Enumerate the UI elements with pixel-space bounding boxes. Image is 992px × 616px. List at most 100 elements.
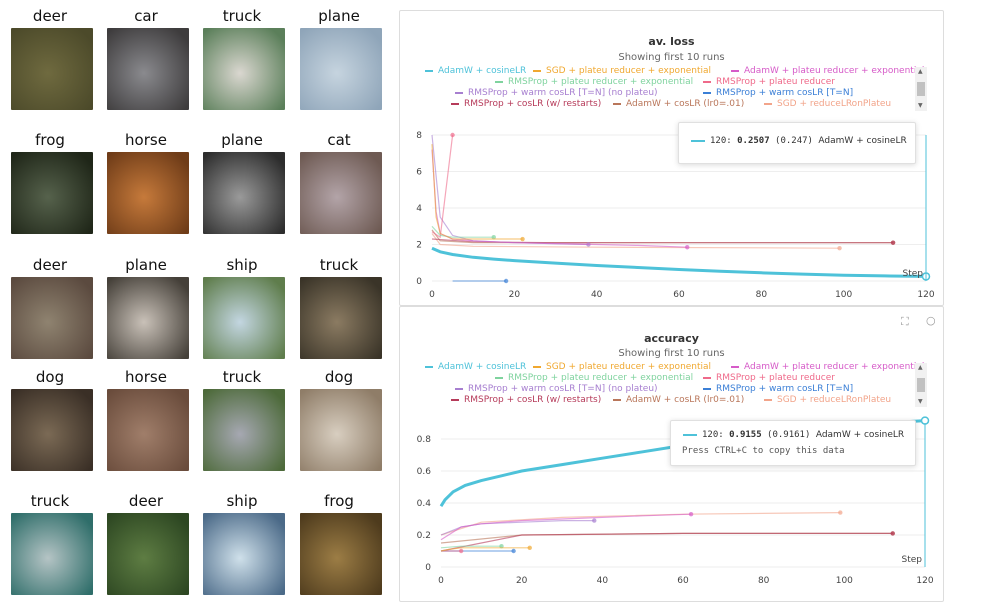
legend-entry[interactable]: RMSProp + warm cosLR [T=N] bbox=[703, 384, 853, 395]
legend-entry[interactable]: SGD + plateu reducer + exponential bbox=[533, 362, 711, 373]
series-end-point bbox=[520, 236, 525, 242]
x-tick-label: 60 bbox=[677, 576, 689, 586]
scroll-thumb[interactable] bbox=[917, 82, 925, 96]
tooltip-run: AdamW + cosineLR bbox=[815, 430, 905, 440]
series-line bbox=[440, 532, 893, 552]
legend-entry[interactable]: RMSProp + plateu reducer bbox=[703, 373, 835, 384]
x-axis-label: Step bbox=[903, 269, 924, 279]
thumbnail-cell: horse bbox=[98, 131, 194, 235]
thumbnail-image bbox=[203, 152, 285, 234]
tooltip-smoothed: (0.247) bbox=[775, 136, 813, 146]
thumbnail-cell: truck bbox=[291, 256, 387, 360]
chart-subtitle: Showing first 10 runs bbox=[618, 52, 725, 63]
legend-swatch bbox=[764, 102, 772, 105]
y-tick-label: 0.6 bbox=[417, 467, 432, 477]
legend-entry[interactable]: AdamW + cosineLR bbox=[425, 362, 526, 373]
legend-entry[interactable]: RMSProp + plateu reducer bbox=[703, 77, 835, 88]
series-end-point bbox=[685, 245, 690, 250]
legend-swatch bbox=[451, 398, 459, 401]
legend-entry[interactable]: AdamW + cosLR (lr0=.01) bbox=[613, 395, 744, 406]
scroll-thumb[interactable] bbox=[917, 378, 925, 392]
thumbnail-cell: truck bbox=[2, 492, 98, 596]
legend-entry[interactable]: RMSProp + plateu reducer + exponential bbox=[495, 77, 693, 88]
thumbnail-cell: horse bbox=[98, 368, 194, 472]
thumbnail-cell: car bbox=[98, 7, 194, 111]
x-tick-label: 40 bbox=[597, 576, 609, 586]
scroll-down-icon[interactable]: ▼ bbox=[918, 102, 923, 109]
thumbnail-image bbox=[107, 513, 189, 595]
x-tick-label: 100 bbox=[836, 576, 853, 586]
legend-label: AdamW + cosineLR bbox=[438, 362, 527, 372]
series-end-point bbox=[450, 132, 455, 138]
thumbnail-image bbox=[203, 389, 285, 471]
tooltip-hint: Press CTRL+C to copy this data bbox=[682, 446, 845, 456]
series-line bbox=[431, 134, 454, 239]
legend-entry[interactable]: RMSProp + cosLR (w/ restarts) bbox=[451, 99, 601, 110]
thumbnail-label: truck bbox=[30, 492, 70, 510]
y-tick-label: 0.2 bbox=[417, 531, 431, 541]
series-swatch bbox=[683, 433, 697, 436]
accuracy-tooltip: 120: 0.9155 (0.9161) AdamW + cosineLR Pr… bbox=[670, 420, 916, 466]
legend-entry[interactable]: AdamW + plateu reducer + exponential bbox=[731, 362, 924, 373]
legend-entry[interactable]: RMSProp + warm cosLR [T=N] (no plateu) bbox=[455, 88, 658, 99]
thumbnail-cell: deer bbox=[2, 256, 98, 360]
thumbnail-label: deer bbox=[32, 7, 68, 25]
thumbnail-label: frog bbox=[324, 492, 354, 510]
tooltip-step: 120: bbox=[702, 430, 724, 440]
thumbnail-cell: ship bbox=[194, 492, 290, 596]
legend-label: RMSProp + plateu reducer bbox=[716, 373, 835, 383]
legend-swatch bbox=[533, 69, 541, 72]
legend-entry[interactable]: RMSProp + warm cosLR [T=N] (no plateu) bbox=[455, 384, 658, 395]
legend-entry[interactable]: AdamW + cosineLR bbox=[425, 66, 526, 77]
chart-legend: AdamW + cosineLR SGD + plateu reducer + e… bbox=[415, 362, 924, 412]
legend-entry[interactable]: RMSProp + warm cosLR [T=N] bbox=[703, 88, 853, 99]
legend-label: RMSProp + warm cosLR [T=N] (no plateu) bbox=[468, 384, 658, 394]
tooltip-smoothed: (0.9161) bbox=[767, 430, 811, 440]
legend-swatch bbox=[703, 387, 711, 390]
legend-label: AdamW + cosLR (lr0=.01) bbox=[626, 99, 745, 109]
comment-icon[interactable]: ○ bbox=[926, 314, 936, 327]
thumbnail-label: deer bbox=[128, 492, 164, 510]
legend-swatch bbox=[495, 376, 503, 379]
series-end-point bbox=[511, 548, 516, 554]
y-tick-label: 0.4 bbox=[417, 499, 432, 509]
scroll-up-icon[interactable]: ▲ bbox=[918, 68, 923, 75]
legend-entry[interactable]: SGD + reduceLRonPlateu bbox=[764, 99, 891, 110]
legend-swatch bbox=[731, 69, 739, 72]
legend-entry[interactable]: SGD + plateu reducer + exponential bbox=[533, 66, 711, 77]
x-tick-label: 40 bbox=[591, 290, 603, 300]
legend-label: SGD + plateu reducer + exponential bbox=[546, 66, 712, 76]
series-end-point bbox=[458, 548, 464, 554]
x-tick-label: 0 bbox=[438, 576, 444, 586]
legend-entry[interactable]: AdamW + cosLR (lr0=.01) bbox=[613, 99, 744, 110]
thumbnail-label: truck bbox=[319, 256, 359, 274]
legend-entry[interactable]: AdamW + plateu reducer + exponential bbox=[731, 66, 924, 77]
legend-entry[interactable]: RMSProp + cosLR (w/ restarts) bbox=[451, 395, 601, 406]
accuracy-plot[interactable]: 0 0.2 0.4 0.6 0.8 0 20 40 60 80 100 120 Step bbox=[400, 415, 945, 600]
legend-scrollbar[interactable]: ▲ ▼ bbox=[915, 67, 927, 111]
accuracy-chart-panel: ⛶ ○ accuracy Showing first 10 runs AdamW… bbox=[399, 306, 944, 602]
thumbnail-cell: plane bbox=[291, 7, 387, 111]
thumbnail-label: frog bbox=[35, 131, 65, 149]
scroll-up-icon[interactable]: ▲ bbox=[918, 364, 923, 371]
series-line bbox=[431, 225, 494, 238]
legend-label: RMSProp + warm cosLR [T=N] (no plateu) bbox=[468, 88, 658, 98]
series-line bbox=[440, 519, 595, 536]
legend-swatch bbox=[455, 387, 463, 390]
scroll-down-icon[interactable]: ▼ bbox=[918, 398, 923, 405]
legend-entry[interactable]: RMSProp + plateu reducer + exponential bbox=[495, 373, 693, 384]
series-end-point bbox=[890, 531, 895, 536]
chart-legend: AdamW + cosineLR SGD + plateu reducer + e… bbox=[415, 66, 924, 116]
legend-swatch bbox=[731, 365, 739, 368]
legend-label: RMSProp + warm cosLR [T=N] bbox=[716, 384, 854, 394]
series-end-point bbox=[837, 245, 842, 251]
legend-entry[interactable]: SGD + reduceLRonPlateu bbox=[764, 395, 891, 406]
legend-scrollbar[interactable]: ▲ ▼ bbox=[915, 363, 927, 407]
thumbnail-image bbox=[107, 277, 189, 359]
series-line bbox=[431, 134, 589, 246]
thumbnail-cell: dog bbox=[291, 368, 387, 472]
expand-icon[interactable]: ⛶ bbox=[901, 315, 909, 328]
thumbnail-image bbox=[11, 28, 93, 110]
thumbnail-image bbox=[11, 389, 93, 471]
